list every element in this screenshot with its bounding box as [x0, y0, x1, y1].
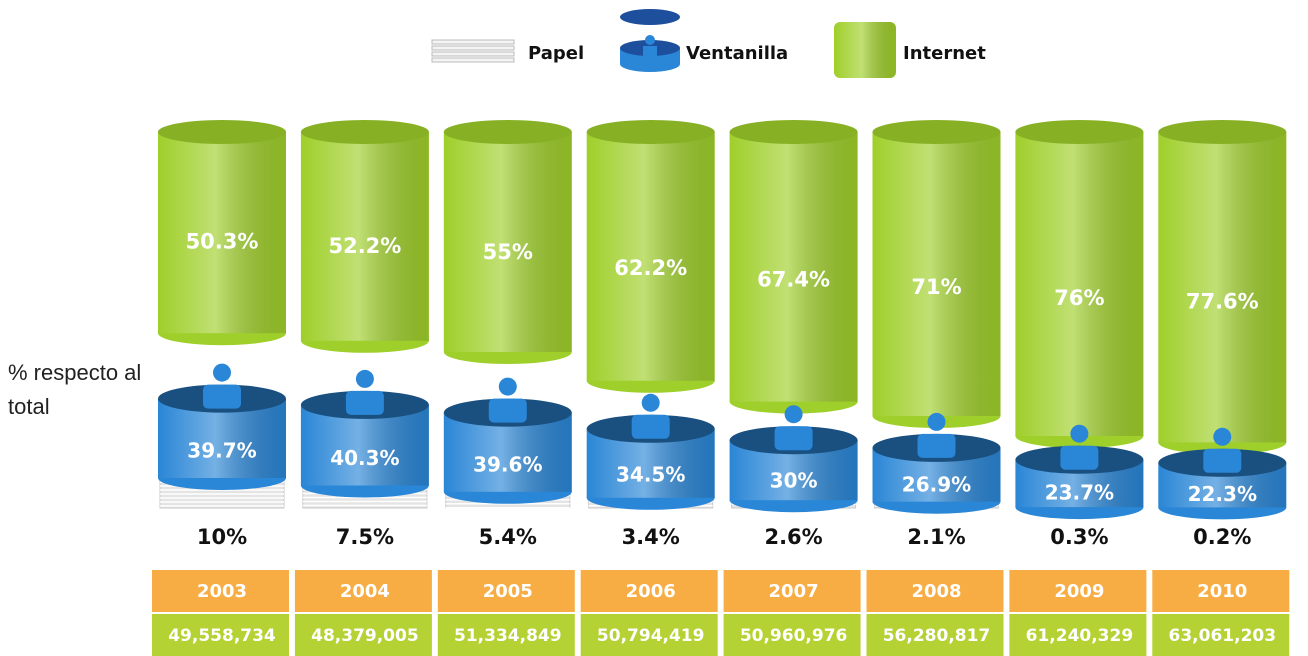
total-cell — [723, 614, 861, 656]
total-label: 50,794,419 — [597, 626, 705, 646]
person-head — [927, 412, 946, 431]
year-label: 2005 — [483, 581, 533, 602]
shine — [872, 132, 1001, 416]
ventanilla-label: 34.5% — [616, 463, 685, 487]
total-label: 51,334,849 — [454, 626, 562, 646]
y-axis-label: % respecto al total — [8, 360, 142, 419]
person-head — [355, 369, 374, 388]
shine — [586, 132, 715, 381]
person-body — [1203, 448, 1242, 473]
shine — [729, 132, 858, 402]
total-cell — [1152, 614, 1290, 656]
year-cell — [1009, 570, 1147, 612]
year-label: 2003 — [197, 581, 247, 602]
total-cell — [152, 614, 289, 656]
papel-label: 0.2% — [1193, 525, 1251, 549]
papel-label: 0.3% — [1050, 525, 1108, 549]
papel-label: 3.4% — [622, 525, 680, 549]
legend-label: Papel — [528, 43, 584, 64]
internet-label: 67.4% — [757, 267, 830, 291]
year-cell — [723, 570, 861, 612]
shine — [443, 132, 572, 352]
year-cell — [437, 570, 575, 612]
total-cell — [866, 614, 1004, 656]
ventanilla-label: 23.7% — [1045, 481, 1114, 505]
ventanilla-label: 30% — [770, 469, 818, 493]
person-body — [203, 384, 241, 409]
year-label: 2008 — [911, 581, 961, 602]
person-head — [641, 393, 660, 412]
person-body — [917, 433, 956, 458]
internet-top — [443, 120, 572, 144]
internet-top — [586, 120, 715, 144]
year-cell — [580, 570, 718, 612]
year-cell — [152, 570, 289, 612]
person-head — [784, 405, 803, 424]
person-head — [498, 377, 517, 396]
year-cell — [294, 570, 432, 612]
ventanilla-label: 39.6% — [473, 453, 542, 477]
papel-label: 10% — [197, 525, 247, 549]
internet-top — [729, 120, 858, 144]
internet-label: 55% — [483, 240, 533, 264]
internet-label: 76% — [1054, 286, 1104, 310]
person-body — [774, 426, 813, 451]
total-label: 50,960,976 — [740, 626, 848, 646]
internet-label: 77.6% — [1186, 290, 1259, 314]
total-cell — [294, 614, 432, 656]
person-head — [1070, 424, 1089, 443]
person-body — [345, 390, 384, 415]
total-label: 61,240,329 — [1026, 626, 1134, 646]
papel-label: 2.1% — [907, 525, 965, 549]
year-label: 2010 — [1197, 581, 1247, 602]
ventanilla-label: 22.3% — [1188, 482, 1257, 506]
internet-top — [158, 120, 286, 144]
person-head — [213, 363, 231, 382]
legend-label: Ventanilla — [686, 43, 788, 64]
legend-icons — [431, 9, 896, 78]
total-cell — [580, 614, 718, 656]
papel-label: 2.6% — [764, 525, 822, 549]
total-label: 48,379,005 — [311, 626, 419, 646]
person-head — [1213, 427, 1232, 446]
year-label: 2004 — [340, 581, 390, 602]
person-body — [488, 398, 527, 423]
year-cell — [1152, 570, 1290, 612]
ventanilla-label: 26.9% — [902, 473, 971, 497]
legend-label: Internet — [903, 43, 986, 64]
papel-label: 7.5% — [336, 525, 394, 549]
total-cell — [437, 614, 575, 656]
ventanilla-label: 39.7% — [187, 439, 256, 463]
year-cell — [866, 570, 1004, 612]
year-label: 2006 — [626, 581, 676, 602]
internet-top — [872, 120, 1001, 144]
internet-label: 71% — [911, 275, 961, 299]
year-label: 2007 — [769, 581, 819, 602]
person-body — [631, 414, 670, 439]
total-label: 56,280,817 — [883, 626, 991, 646]
internet-label: 62.2% — [614, 256, 687, 280]
internet-label: 50.3% — [186, 230, 259, 254]
internet-top — [1015, 120, 1144, 144]
ventanilla-label: 40.3% — [330, 446, 399, 470]
shine — [1158, 132, 1287, 443]
person-body — [1060, 445, 1099, 470]
year-label: 2009 — [1054, 581, 1104, 602]
shine — [300, 132, 429, 341]
total-cell — [1009, 614, 1147, 656]
internet-label: 52.2% — [328, 234, 401, 258]
internet-top — [1158, 120, 1287, 144]
papel-label: 5.4% — [479, 525, 537, 549]
internet-top — [300, 120, 429, 144]
shine — [158, 132, 286, 334]
total-label: 49,558,734 — [168, 626, 276, 646]
shine — [1015, 132, 1144, 436]
total-label: 63,061,203 — [1169, 626, 1277, 646]
